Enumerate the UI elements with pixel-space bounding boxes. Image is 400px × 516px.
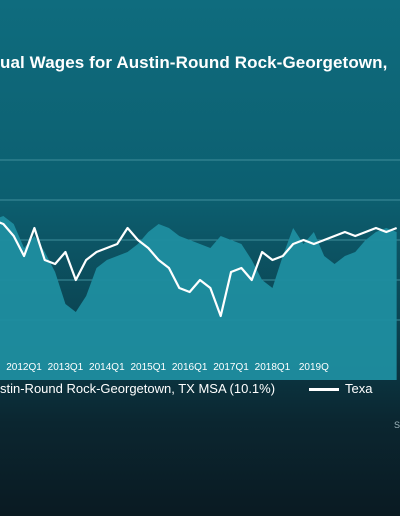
series-line-texas	[0, 221, 398, 318]
x-tick-label: 2013Q1	[48, 362, 84, 373]
legend-item-texas: Texa	[345, 381, 373, 396]
x-axis: 2012Q1 2013Q1 2014Q1 2015Q1 2016Q1 2017Q1 2018…	[6, 362, 329, 373]
series-area-austin	[0, 216, 397, 380]
x-tick-label: 2018Q1	[255, 362, 291, 373]
x-tick-label: 2014Q1	[89, 362, 125, 373]
x-tick-label: 2017Q1	[213, 362, 249, 373]
x-tick-label: 2012Q1	[6, 362, 42, 373]
legend-swatch-texas	[309, 388, 340, 392]
legend-item-austin: stin-Round Rock-Georgetown, TX MSA (10.1…	[0, 381, 276, 396]
x-tick-label: 2015Q1	[130, 362, 166, 373]
x-tick-label: 2016Q1	[172, 362, 208, 373]
source-note: S	[394, 420, 400, 430]
chart-title: ual Wages for Austin-Round Rock-Georgeto…	[0, 53, 388, 72]
x-tick-label: 2019Q	[299, 362, 329, 373]
legend: stin-Round Rock-Georgetown, TX MSA (10.1…	[0, 381, 373, 396]
